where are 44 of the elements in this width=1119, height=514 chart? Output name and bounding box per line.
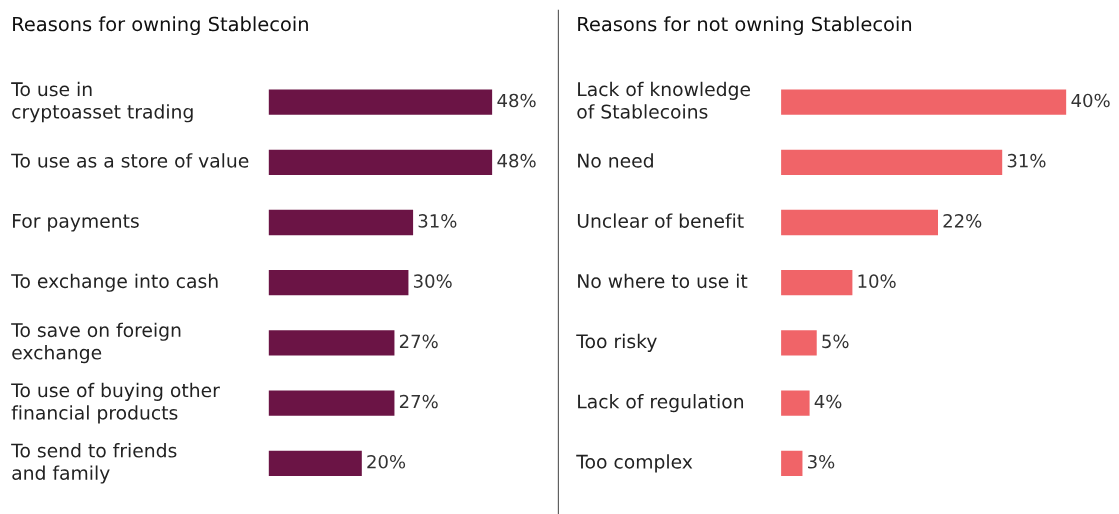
bar	[781, 149, 1003, 175]
bar	[781, 89, 1067, 115]
bar	[268, 390, 395, 416]
bar	[268, 149, 493, 175]
category-label: Lack of regulation	[578, 394, 744, 413]
category-label: For payments	[13, 213, 139, 232]
data-label: 22%	[943, 214, 982, 228]
chart-title: Reasons for owning Stablecoin	[13, 16, 308, 36]
bar	[781, 330, 817, 356]
data-label: 27%	[399, 334, 438, 349]
category-label: Too complex	[576, 454, 693, 473]
category-label: No need	[578, 153, 653, 168]
chart-title: Reasons for not owning Stablecoin	[578, 16, 912, 36]
bar	[268, 209, 414, 236]
data-label: 31%	[418, 214, 457, 228]
category-label: Lack of knowledge of Stablecoins	[577, 81, 751, 119]
bar	[268, 89, 493, 115]
data-label: 3%	[808, 454, 835, 469]
data-label: 30%	[413, 274, 452, 288]
category-label: To send to friends and family	[11, 443, 177, 484]
data-label: 4%	[814, 394, 842, 409]
category-label: To save on foreign exchange	[11, 322, 181, 364]
category-label: To use in cryptoasset trading	[11, 81, 193, 123]
data-label: 31%	[1007, 153, 1046, 168]
bar	[781, 450, 803, 476]
bar	[268, 270, 409, 296]
data-label: 40%	[1071, 93, 1110, 108]
bar	[268, 330, 395, 356]
category-label: To use of buying other financial products	[11, 382, 220, 424]
data-label: 5%	[822, 334, 849, 349]
bar	[781, 390, 810, 416]
category-label: Unclear of benefit	[577, 213, 744, 228]
data-label: 48%	[497, 153, 536, 168]
bar	[781, 209, 938, 236]
data-label: 10%	[858, 274, 896, 288]
bar	[781, 270, 853, 296]
category-label: To use as a store of value	[11, 153, 249, 168]
category-label: To exchange into cash	[11, 273, 218, 292]
category-label: Too risky	[576, 333, 657, 352]
data-label: 48%	[497, 93, 536, 108]
data-label: 27%	[399, 394, 438, 409]
bar	[268, 450, 362, 476]
data-label: 20%	[367, 454, 406, 469]
category-label: No where to use it	[578, 273, 748, 289]
